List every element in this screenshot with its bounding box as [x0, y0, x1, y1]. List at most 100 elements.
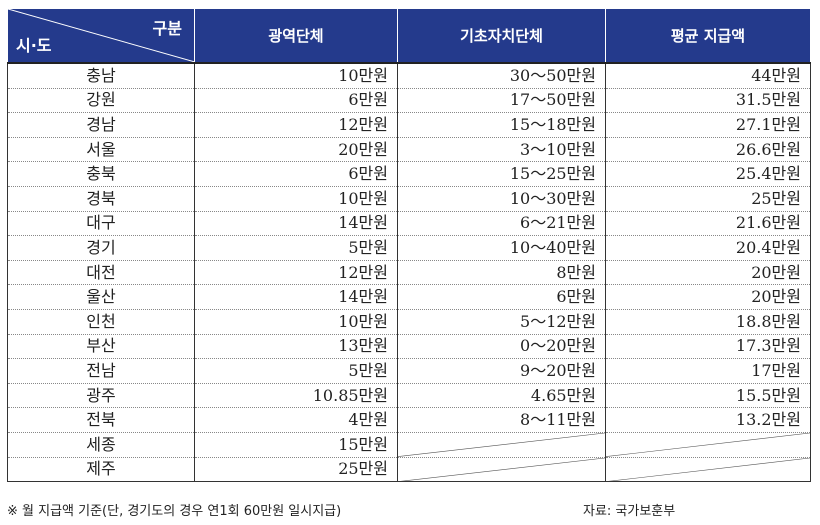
average-amount-cell: 17.3만원: [605, 334, 811, 360]
region-cell: 울산: [7, 284, 195, 310]
average-amount-cell: 27.1만원: [605, 112, 811, 138]
table-row: 울산 14만원 6만원 20만원: [7, 284, 811, 310]
table-row: 대구 14만원 6～21만원 21.6만원: [7, 211, 811, 237]
average-amount-cell: 31.5만원: [605, 88, 811, 114]
table-body: 충남 10만원 30～50만원 44만원 강원 6만원 17～50만원 31.5만원 경남 12만…: [7, 61, 811, 483]
table-row: 강원 6만원 17～50만원 31.5만원: [7, 88, 811, 114]
metro-amount-cell: 6만원: [194, 88, 398, 114]
metro-amount-cell: 5만원: [194, 235, 398, 261]
metro-amount-cell: 10만원: [194, 309, 398, 335]
average-amount-empty-cell: [605, 457, 811, 483]
region-cell: 세종: [7, 432, 195, 458]
table-row: 경기 5만원 10～40만원 20.4만원: [7, 235, 811, 261]
local-amount-cell: 4.65만원: [397, 383, 606, 409]
metro-amount-cell: 12만원: [194, 260, 398, 286]
local-amount-cell: 10～40만원: [397, 235, 606, 261]
empty-diagonal-line: [398, 433, 605, 457]
region-cell: 광주: [7, 383, 195, 409]
metro-amount-cell: 10.85만원: [194, 383, 398, 409]
region-cell: 대구: [7, 211, 195, 237]
average-amount-cell: 13.2만원: [605, 407, 811, 433]
average-amount-empty-cell: [605, 432, 811, 458]
table-row: 광주 10.85만원 4.65만원 15.5만원: [7, 383, 811, 409]
empty-diagonal-line: [398, 458, 605, 482]
average-amount-cell: 20만원: [605, 260, 811, 286]
local-amount-cell: 9～20만원: [397, 358, 606, 384]
metro-amount-cell: 10만원: [194, 61, 398, 89]
table-row: 전북 4만원 8～11만원 13.2만원: [7, 407, 811, 433]
local-amount-cell: 3～10만원: [397, 137, 606, 163]
table-row: 인천 10만원 5～12만원 18.8만원: [7, 309, 811, 335]
local-amount-cell: 15～18만원: [397, 112, 606, 138]
corner-label-category: 구분: [152, 19, 182, 38]
local-amount-empty-cell: [397, 457, 606, 483]
column-header-local: 기초자치단체: [397, 8, 606, 64]
metro-amount-cell: 14만원: [194, 284, 398, 310]
region-cell: 경남: [7, 112, 195, 138]
local-amount-cell: 30～50만원: [397, 61, 606, 89]
region-cell: 인천: [7, 309, 195, 335]
table-row: 세종 15만원: [7, 432, 811, 458]
average-amount-cell: 44만원: [605, 61, 811, 89]
table-row: 전남 5만원 9～20만원 17만원: [7, 358, 811, 384]
allowance-table-container: 구분 시·도 광역단체 기초자치단체 평균 지급액 충남 10만원 30～50만원 4…: [7, 8, 811, 483]
region-cell: 부산: [7, 334, 195, 360]
metro-amount-cell: 12만원: [194, 112, 398, 138]
region-cell: 서울: [7, 137, 195, 163]
metro-amount-cell: 10만원: [194, 186, 398, 212]
region-cell: 경기: [7, 235, 195, 261]
column-header-average: 평균 지급액: [605, 8, 811, 64]
region-cell: 경북: [7, 186, 195, 212]
table-row: 경북 10만원 10～30만원 25만원: [7, 186, 811, 212]
average-amount-cell: 20.4만원: [605, 235, 811, 261]
local-amount-empty-cell: [397, 432, 606, 458]
region-cell: 대전: [7, 260, 195, 286]
average-amount-cell: 21.6만원: [605, 211, 811, 237]
table-row: 부산 13만원 0～20만원 17.3만원: [7, 334, 811, 360]
metro-amount-cell: 4만원: [194, 407, 398, 433]
metro-amount-cell: 5만원: [194, 358, 398, 384]
local-amount-cell: 10～30만원: [397, 186, 606, 212]
average-amount-cell: 25만원: [605, 186, 811, 212]
table-row: 충남 10만원 30～50만원 44만원: [7, 61, 811, 89]
average-amount-cell: 20만원: [605, 284, 811, 310]
region-cell: 전북: [7, 407, 195, 433]
local-amount-cell: 0～20만원: [397, 334, 606, 360]
metro-amount-cell: 13만원: [194, 334, 398, 360]
local-amount-cell: 6만원: [397, 284, 606, 310]
local-amount-cell: 5～12만원: [397, 309, 606, 335]
region-cell: 충북: [7, 161, 195, 187]
header-row: 구분 시·도 광역단체 기초자치단체 평균 지급액: [7, 8, 811, 64]
table-row: 충북 6만원 15～25만원 25.4만원: [7, 161, 811, 187]
metro-amount-cell: 15만원: [194, 432, 398, 458]
table-row: 서울 20만원 3～10만원 26.6만원: [7, 137, 811, 163]
table-row: 대전 12만원 8만원 20만원: [7, 260, 811, 286]
average-amount-cell: 17만원: [605, 358, 811, 384]
table-row: 경남 12만원 15～18만원 27.1만원: [7, 112, 811, 138]
source-note: 자료: 국가보훈부: [583, 504, 676, 519]
metro-amount-cell: 6만원: [194, 161, 398, 187]
average-amount-cell: 26.6만원: [605, 137, 811, 163]
region-cell: 충남: [7, 61, 195, 89]
table-row: 제주 25만원: [7, 457, 811, 483]
average-amount-cell: 18.8만원: [605, 309, 811, 335]
allowance-table: 구분 시·도 광역단체 기초자치단체 평균 지급액 충남 10만원 30～50만원 4…: [7, 8, 811, 483]
region-cell: 전남: [7, 358, 195, 384]
column-header-metro: 광역단체: [194, 8, 398, 64]
empty-diagonal-line: [606, 433, 810, 457]
metro-amount-cell: 14만원: [194, 211, 398, 237]
footnote: ※ 월 지급액 기준(단, 경기도의 경우 연1회 60만원 일시지급): [7, 504, 342, 519]
metro-amount-cell: 20만원: [194, 137, 398, 163]
local-amount-cell: 17～50만원: [397, 88, 606, 114]
average-amount-cell: 15.5만원: [605, 383, 811, 409]
region-cell: 강원: [7, 88, 195, 114]
average-amount-cell: 25.4만원: [605, 161, 811, 187]
corner-label-region: 시·도: [16, 36, 52, 55]
metro-amount-cell: 25만원: [194, 457, 398, 483]
region-cell: 제주: [7, 457, 195, 483]
local-amount-cell: 8만원: [397, 260, 606, 286]
corner-header-cell: 구분 시·도: [7, 8, 195, 64]
local-amount-cell: 8～11만원: [397, 407, 606, 433]
corner-diagonal-line: [8, 9, 195, 62]
local-amount-cell: 6～21만원: [397, 211, 606, 237]
